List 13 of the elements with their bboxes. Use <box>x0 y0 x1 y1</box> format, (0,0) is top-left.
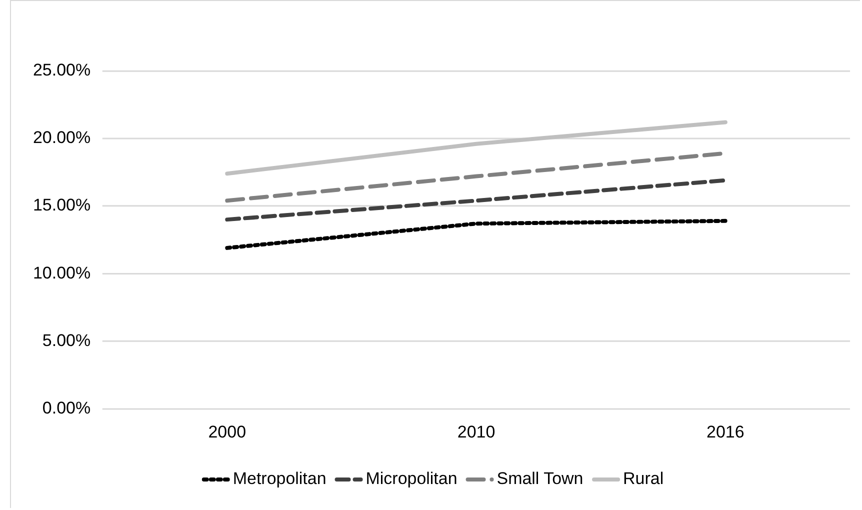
y-tick-label: 0.00% <box>42 398 91 418</box>
legend-label: Micropolitan <box>366 469 458 488</box>
legend-label: Rural <box>623 469 664 488</box>
y-tick-label: 15.00% <box>32 196 91 215</box>
y-tick-label: 5.00% <box>42 330 91 350</box>
x-tick-label: 2000 <box>208 422 246 442</box>
legend-label: Small Town <box>496 469 584 488</box>
y-tick-label: 10.00% <box>32 263 91 282</box>
y-tick-label: 25.00% <box>32 60 91 80</box>
x-tick-label: 2016 <box>706 422 744 442</box>
legend-label: Metropolitan <box>232 469 326 488</box>
y-tick-label: 20.00% <box>32 128 91 148</box>
x-tick-label: 2010 <box>457 422 496 442</box>
